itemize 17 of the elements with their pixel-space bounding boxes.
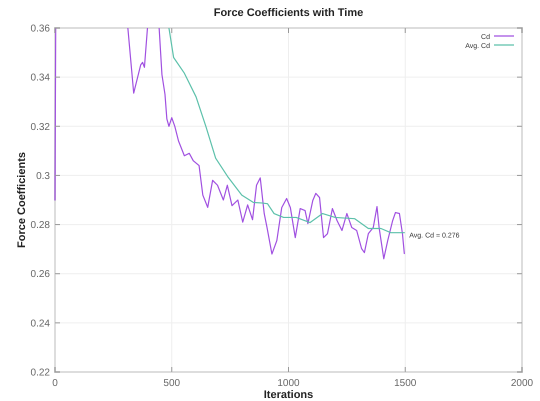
y-tick-label: 0.26 bbox=[30, 269, 50, 280]
y-tick-label: 0.3 bbox=[36, 170, 50, 182]
x-tick-label: 2000 bbox=[510, 378, 534, 389]
y-tick-label: 0.22 bbox=[30, 368, 50, 378]
x-tick-label: 1000 bbox=[277, 378, 300, 389]
y-tick-label: 0.32 bbox=[30, 122, 50, 133]
chart-title: Force Coefficients with Time bbox=[214, 7, 364, 19]
x-tick-label: 500 bbox=[163, 378, 181, 389]
line-series bbox=[168, 28, 405, 234]
y-tick-label: 0.28 bbox=[30, 220, 50, 232]
y-axis-title: Force Coefficients bbox=[16, 152, 28, 248]
y-tick-label: 0.34 bbox=[30, 72, 50, 84]
y-tick-label: 0.24 bbox=[30, 318, 50, 330]
x-axis-title: Iterations bbox=[264, 389, 314, 401]
x-tick-label: 1500 bbox=[394, 378, 417, 389]
x-tick-label: 0 bbox=[52, 378, 58, 389]
y-tick-label: 0.36 bbox=[30, 24, 50, 34]
